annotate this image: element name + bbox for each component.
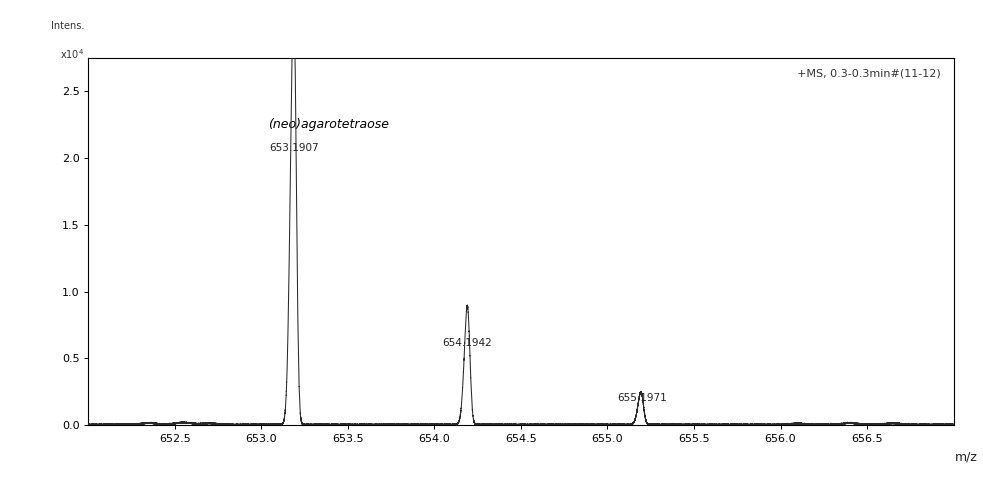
Text: +MS, 0.3-0.3min#(11-12): +MS, 0.3-0.3min#(11-12) (797, 69, 941, 79)
Text: 654.1942: 654.1942 (442, 338, 492, 348)
Text: 653.1907: 653.1907 (269, 143, 319, 153)
Text: m/z: m/z (955, 451, 978, 464)
Text: (neo)agarotetraose: (neo)agarotetraose (268, 118, 389, 131)
Text: x10$^{4}$: x10$^{4}$ (60, 47, 85, 61)
Text: 655.1971: 655.1971 (617, 393, 667, 403)
Text: Intens.: Intens. (51, 21, 85, 31)
